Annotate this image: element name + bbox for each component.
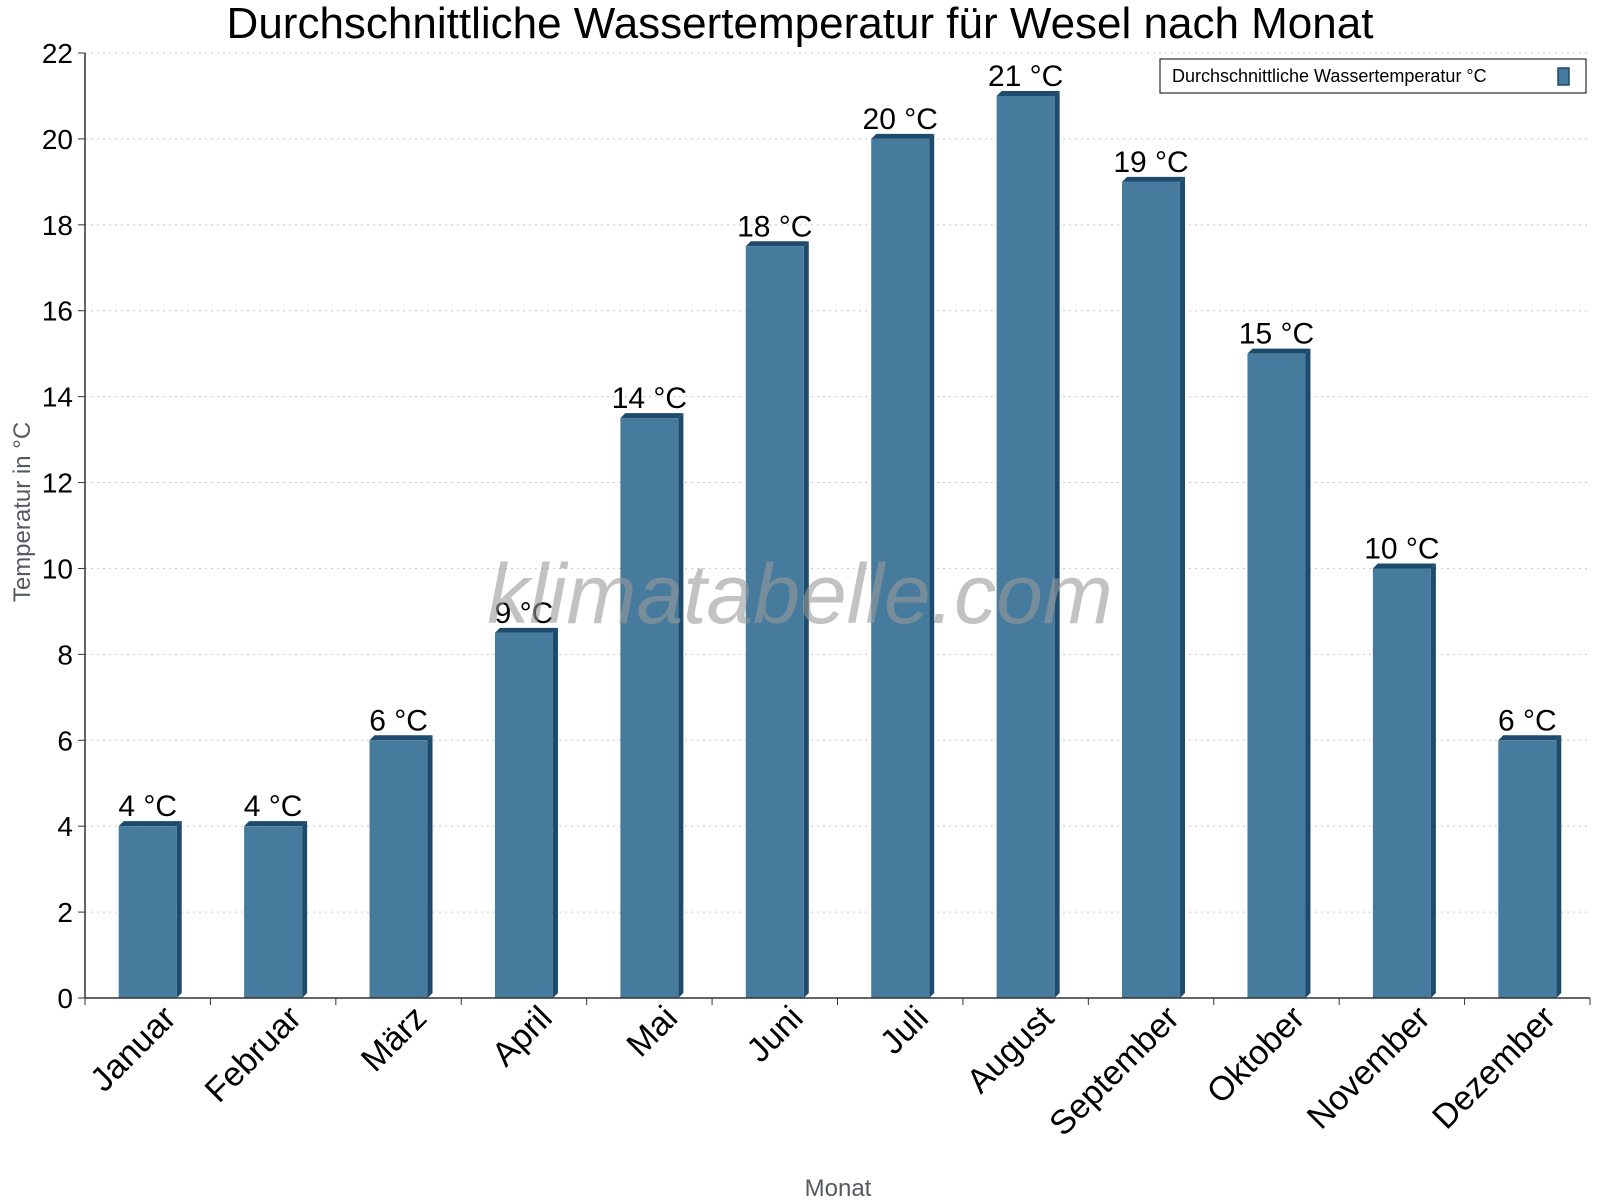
bar-side	[302, 821, 308, 998]
bar-front	[494, 632, 553, 998]
data-label: 21 °C	[988, 60, 1063, 93]
data-labels: 4 °C 4 °C 6 °C 9 °C 14 °C 18 °C 20 °C 21 °C 19 °…	[118, 60, 1556, 823]
bar-front	[996, 95, 1055, 999]
bar-side	[803, 241, 809, 998]
bar-front	[369, 740, 428, 998]
bar-top	[369, 735, 433, 741]
bar-top	[244, 821, 308, 827]
bar-top	[494, 627, 558, 633]
x-tick-labels: Januar Februar März April Mai Juni Juli AugustS…	[83, 998, 1563, 1143]
bar-top	[1247, 348, 1311, 354]
bar-side	[1305, 348, 1311, 998]
x-tick-label: Juni	[739, 999, 810, 1070]
x-tick-label: August	[960, 998, 1062, 1100]
chart-title: Durchschnittliche Wassertemperatur für W…	[227, 0, 1374, 48]
bar	[1122, 176, 1186, 998]
bar	[871, 133, 935, 999]
x-tick-label: Oktober	[1200, 999, 1312, 1111]
bar-side	[427, 735, 433, 998]
y-tick-label: 12	[42, 468, 73, 499]
bar-front	[745, 246, 804, 998]
data-label: 18 °C	[737, 210, 812, 243]
bar-top	[1498, 735, 1562, 741]
x-tick-label: Juli	[873, 999, 936, 1062]
data-label: 10 °C	[1364, 532, 1439, 565]
bar	[118, 821, 182, 998]
data-label: 20 °C	[863, 103, 938, 136]
data-label: 15 °C	[1239, 318, 1314, 351]
bar-side	[552, 627, 558, 998]
data-label: 9 °C	[495, 597, 554, 630]
bar-front	[620, 418, 679, 998]
y-tick-label: 2	[57, 897, 73, 928]
x-tick-label: Januar	[83, 999, 183, 1099]
bar-front	[1498, 740, 1557, 998]
data-label: 19 °C	[1113, 146, 1188, 179]
y-tick-label: 18	[42, 210, 73, 241]
bar-front	[1122, 181, 1181, 998]
bar	[494, 627, 558, 998]
bar-front	[244, 826, 303, 998]
bar-top	[1372, 563, 1436, 569]
data-label: 6 °C	[369, 704, 428, 737]
bar-front	[1247, 353, 1306, 998]
bar-side	[176, 821, 182, 998]
y-tick-label: 6	[57, 725, 73, 756]
grid-lines	[85, 52, 1590, 913]
data-label: 6 °C	[1498, 704, 1557, 737]
x-tick-label: Mai	[619, 999, 685, 1065]
bar	[1372, 563, 1436, 998]
bar	[1247, 348, 1311, 998]
x-tick-label: Februar	[198, 999, 309, 1110]
x-tick-label: September	[1042, 999, 1186, 1143]
legend-box	[1159, 58, 1587, 94]
axes	[78, 52, 1591, 1005]
x-tick-label: März	[354, 999, 434, 1079]
y-tick-label: 16	[42, 296, 73, 327]
bar-side	[1556, 735, 1562, 998]
bar	[996, 90, 1060, 999]
bar-side	[678, 413, 684, 998]
bars	[118, 90, 1562, 999]
bar-front	[1372, 568, 1431, 998]
bar-side	[929, 133, 935, 999]
y-axis-label: Temperatur in °C	[9, 422, 36, 602]
y-tick-label: 22	[42, 38, 73, 69]
bar	[620, 413, 684, 998]
y-tick-labels: 0 2 4 6 8 10 12 14 16 18 20 22	[42, 38, 73, 1014]
data-label: 4 °C	[244, 790, 303, 823]
bar-top	[996, 90, 1060, 96]
bar	[1498, 735, 1562, 998]
data-label: 14 °C	[612, 382, 687, 415]
y-tick-label: 4	[57, 811, 73, 842]
bar-top	[620, 413, 684, 419]
x-axis-label: Monat	[805, 1175, 872, 1200]
watermark: klimatabelle.com	[487, 547, 1113, 641]
x-tick-label: Dezember	[1425, 999, 1563, 1137]
bar	[244, 821, 308, 998]
x-tick-label: November	[1300, 999, 1438, 1137]
legend: Durchschnittliche Wassertemperatur °C	[1159, 58, 1587, 94]
y-tick-label: 20	[42, 124, 73, 155]
data-label: 4 °C	[118, 790, 177, 823]
bar	[745, 241, 809, 998]
bar-front	[871, 138, 930, 999]
bar-side	[1180, 176, 1186, 998]
x-tick-label: April	[485, 999, 560, 1074]
y-tick-label: 10	[42, 553, 73, 584]
bar-top	[745, 241, 809, 247]
bar-top	[118, 821, 182, 827]
bar-side	[1054, 90, 1060, 999]
bar-front	[118, 826, 177, 998]
legend-label: Durchschnittliche Wassertemperatur °C	[1172, 66, 1487, 86]
y-tick-label: 8	[57, 639, 73, 670]
bar-top	[871, 133, 935, 139]
bar	[369, 735, 433, 998]
legend-swatch	[1557, 67, 1570, 86]
bar-top	[1122, 176, 1186, 182]
bar-side	[1430, 563, 1436, 998]
y-tick-label: 0	[57, 983, 73, 1014]
y-tick-label: 14	[42, 382, 73, 413]
